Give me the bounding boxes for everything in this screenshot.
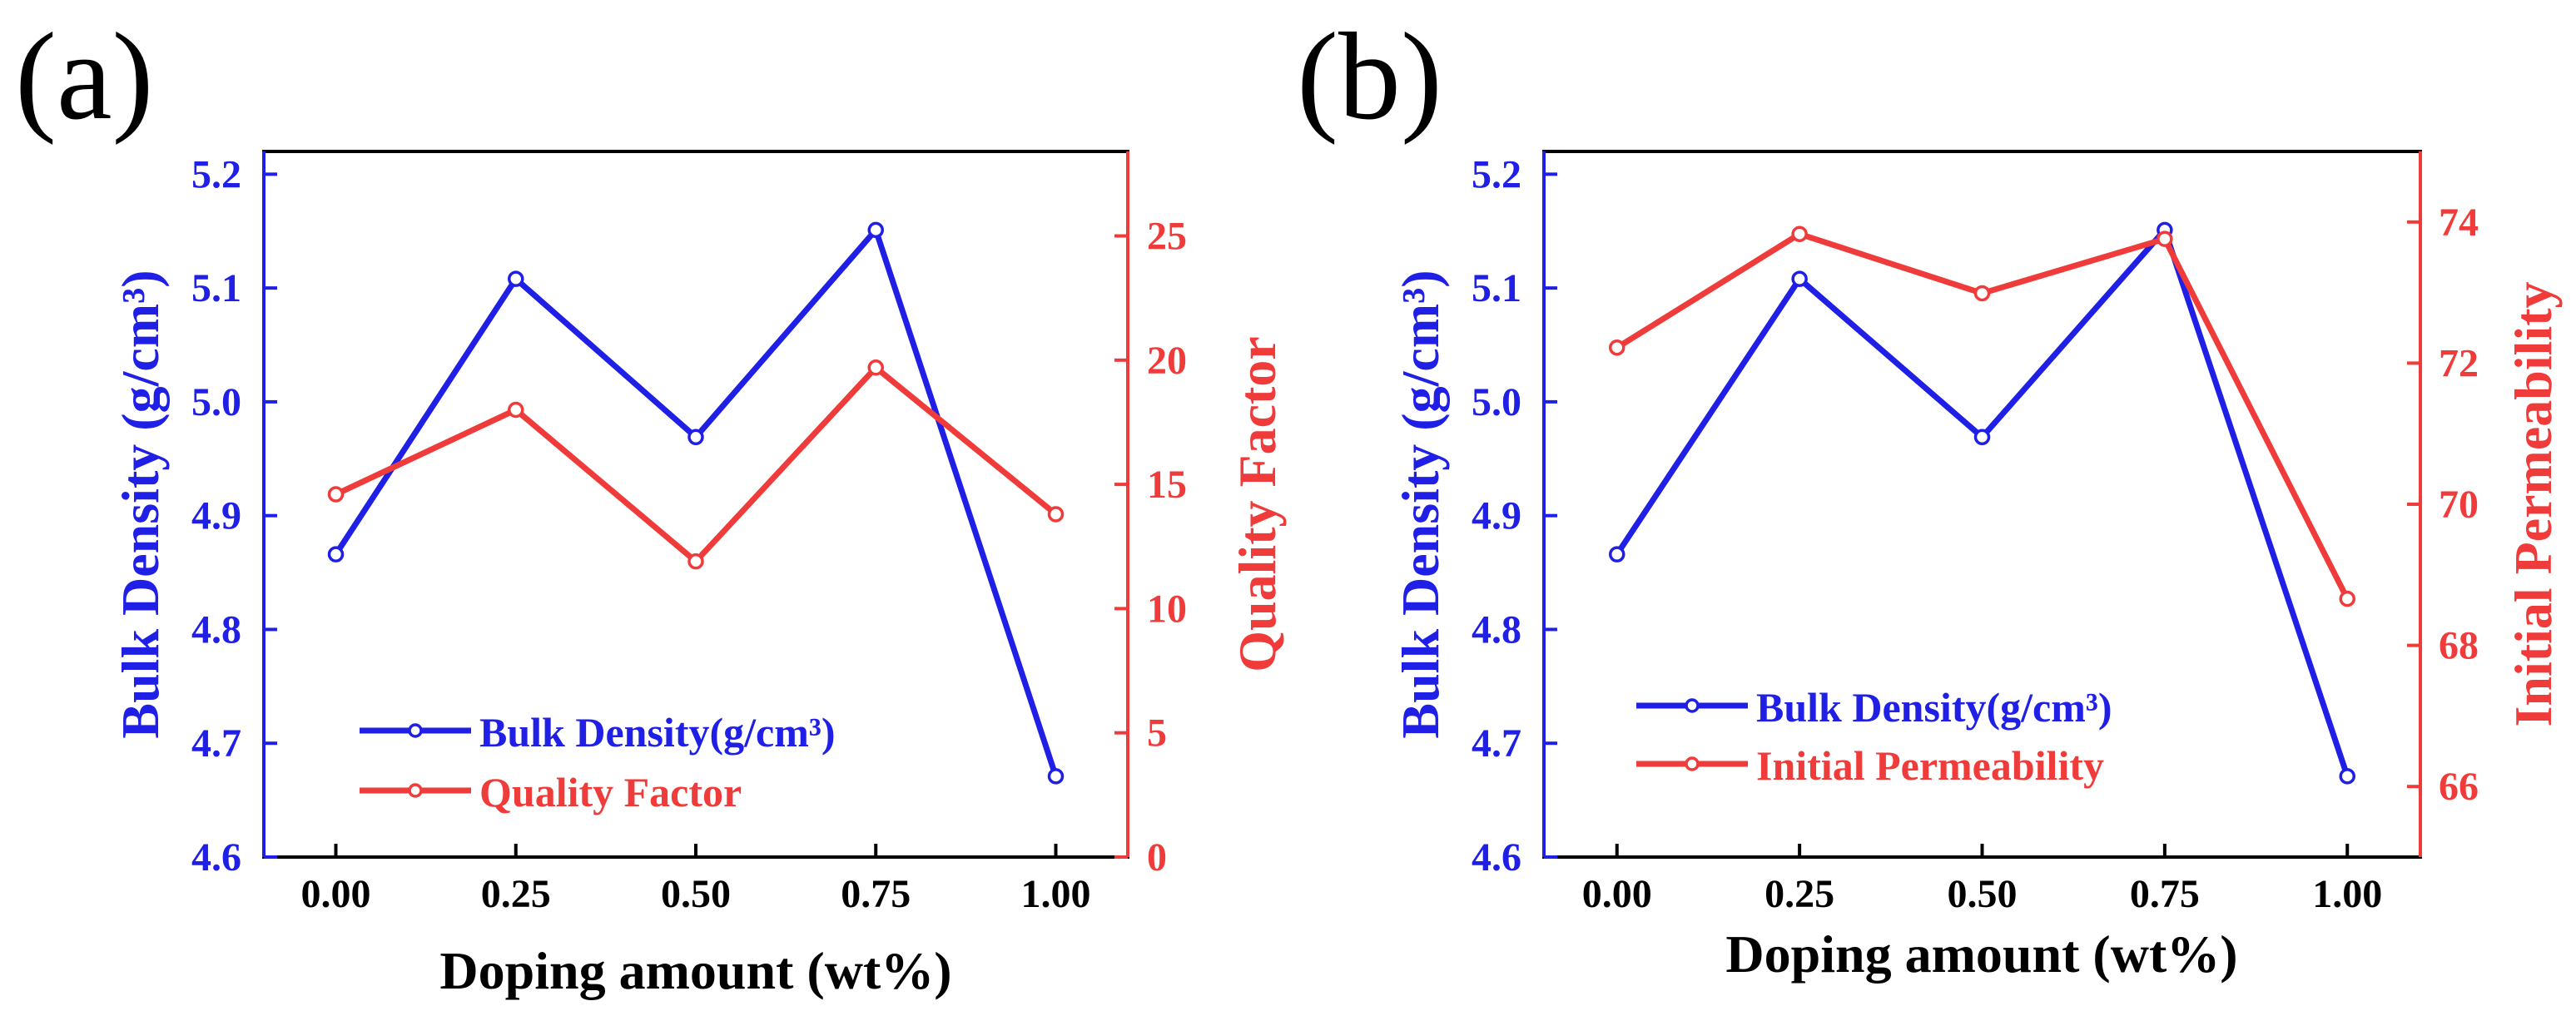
- right-y-tick-label: 70: [2439, 483, 2479, 527]
- data-point: [1973, 285, 1991, 302]
- right-axis-ticks: 66 68 70 72 74: [2407, 201, 2479, 809]
- left-y-tick-label: 4.7: [191, 721, 241, 766]
- x-axis-ticks: 0.00 0.25 0.50 0.75 1.00: [1582, 844, 2382, 916]
- series-line: [335, 363, 1058, 566]
- panel-b: (b) 0.00 0.25 0.50 0.75 1.00 4.6 4.7 4.8 4.9 5.0…: [1297, 7, 2563, 984]
- left-axis-ticks: 4.6 4.7 4.8 4.9 5.0 5.1 5.2: [191, 152, 277, 880]
- series-layer: [327, 221, 1065, 785]
- data-point: [867, 359, 884, 376]
- left-y-tick-label: 5.0: [1472, 380, 1521, 424]
- data-point: [2339, 768, 2355, 785]
- right-y-tick-label: 72: [2439, 341, 2479, 385]
- x-axis-ticks: 0.00 0.25 0.50 0.75 1.00: [301, 844, 1091, 916]
- data-point: [1791, 270, 1808, 287]
- legend: Bulk Density(g/cm³) Quality Factor: [360, 709, 836, 815]
- legend-marker-secondary: [408, 783, 423, 798]
- legend-marker-density: [1685, 698, 1700, 713]
- legend-label-secondary: Initial Permeability: [1756, 742, 2104, 789]
- right-y-tick-label: 74: [2439, 201, 2479, 245]
- data-point: [1047, 768, 1065, 785]
- x-tick-label: 0.00: [301, 872, 371, 916]
- x-axis-title: Doping amount (wt%): [439, 941, 951, 1000]
- left-y-tick-label: 4.6: [191, 835, 241, 880]
- left-y-tick-label: 5.1: [191, 266, 241, 310]
- series-layer: [1609, 221, 2355, 785]
- left-y-tick-label: 4.6: [1472, 835, 1521, 880]
- right-y-tick-label: 5: [1147, 711, 1167, 756]
- right-axis-title: Initial Permeability: [2504, 281, 2563, 726]
- right-y-tick-label: 10: [1147, 587, 1187, 631]
- right-y-tick-label: 15: [1147, 463, 1187, 507]
- left-axis-title: Bulk Density (g/cm³): [1391, 270, 1450, 738]
- data-point: [2339, 590, 2355, 607]
- legend-marker-secondary: [1685, 756, 1700, 771]
- data-point: [687, 553, 704, 570]
- left-axis-ticks: 4.6 4.7 4.8 4.9 5.0 5.1 5.2: [1472, 152, 1557, 880]
- data-point: [1047, 506, 1065, 523]
- x-tick-label: 0.75: [2130, 872, 2200, 916]
- data-point: [1609, 546, 1626, 562]
- data-point: [1609, 339, 1626, 356]
- left-y-tick-label: 4.9: [191, 494, 241, 538]
- left-y-tick-label: 4.9: [1472, 494, 1521, 538]
- right-axis-ticks: 0 5 10 15 20 25: [1114, 215, 1187, 880]
- left-y-tick-label: 4.8: [1472, 607, 1521, 652]
- left-y-tick-label: 5.2: [1472, 152, 1521, 196]
- panel-label: (b): [1297, 7, 1442, 146]
- data-point: [327, 486, 345, 503]
- x-tick-label: 0.75: [841, 872, 911, 916]
- x-tick-label: 0.00: [1582, 872, 1652, 916]
- right-y-tick-label: 20: [1147, 339, 1187, 383]
- right-y-tick-label: 68: [2439, 624, 2479, 668]
- data-point: [2157, 230, 2173, 247]
- x-tick-label: 1.00: [2312, 872, 2382, 916]
- right-y-tick-label: 66: [2439, 765, 2479, 809]
- x-tick-label: 0.50: [661, 872, 731, 916]
- data-point: [687, 429, 704, 446]
- data-point: [1973, 429, 1991, 446]
- data-point: [867, 221, 884, 239]
- x-tick-label: 1.00: [1021, 872, 1091, 916]
- left-y-tick-label: 5.1: [1472, 266, 1521, 310]
- x-axis-title: Doping amount (wt%): [1725, 924, 2237, 984]
- x-tick-label: 0.50: [1948, 872, 2018, 916]
- legend-label-secondary: Quality Factor: [479, 769, 742, 815]
- left-y-tick-label: 4.8: [191, 607, 241, 652]
- right-y-tick-label: 0: [1147, 835, 1167, 880]
- x-tick-label: 0.25: [1764, 872, 1834, 916]
- left-y-tick-label: 5.2: [191, 152, 241, 196]
- legend-marker-density: [408, 723, 423, 738]
- legend-label-density: Bulk Density(g/cm³): [1756, 684, 2112, 731]
- x-tick-label: 0.25: [481, 872, 551, 916]
- left-axis-title: Bulk Density (g/cm³): [111, 270, 170, 738]
- right-axis-title: Quality Factor: [1228, 336, 1287, 672]
- data-point: [508, 270, 524, 287]
- data-point: [508, 401, 524, 419]
- left-y-tick-label: 4.7: [1472, 721, 1521, 766]
- panel-a: (a) 0.00 0.25 0.50 0.75 1.00 4.6 4.7 4.8 4.9 5.0…: [15, 7, 1287, 1000]
- legend: Bulk Density(g/cm³) Initial Permeability: [1636, 684, 2112, 789]
- data-point: [327, 546, 345, 562]
- panel-label: (a): [15, 7, 153, 146]
- right-y-tick-label: 25: [1147, 215, 1187, 259]
- legend-label-density: Bulk Density(g/cm³): [479, 709, 836, 756]
- left-y-tick-label: 5.0: [191, 380, 241, 424]
- series-line: [333, 224, 1059, 777]
- data-point: [1791, 225, 1808, 242]
